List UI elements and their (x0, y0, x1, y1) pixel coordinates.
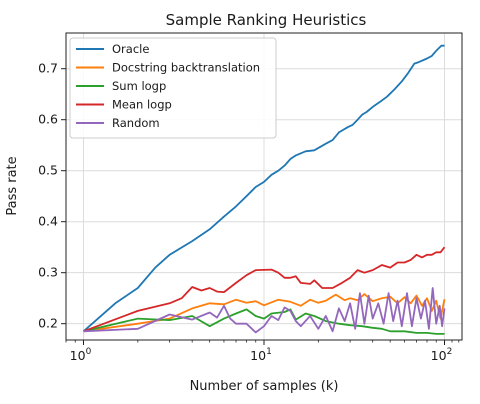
chart-title: Sample Ranking Heuristics (166, 11, 367, 29)
series-line-mean-logp (83, 246, 446, 333)
legend-label-mean-logp: Mean logp (112, 98, 172, 112)
x-tick-label: 100 (70, 347, 92, 363)
y-tick-label: 0.5 (38, 163, 58, 178)
y-tick-label: 0.2 (38, 316, 58, 331)
series-line-random (83, 287, 446, 334)
x-tick-label: 101 (250, 347, 272, 363)
legend-label-sum-logp: Sum logp (112, 79, 166, 93)
y-axis-ticks: 0.2 0.3 0.4 0.5 0.6 0.7 (38, 61, 66, 331)
y-tick-label: 0.7 (38, 61, 58, 76)
series-lines (82, 44, 446, 335)
y-tick-label: 0.3 (38, 265, 58, 280)
legend: Oracle Docstring backtranslation Sum logp M… (69, 37, 277, 139)
legend-box (69, 37, 277, 139)
series-line-sum-logp (83, 308, 445, 335)
series-line-oracle (82, 44, 445, 332)
y-tick-label: 0.6 (38, 112, 58, 127)
x-axis-label: Number of samples (k) (190, 379, 339, 394)
y-axis-label: Pass rate (5, 156, 20, 215)
x-axis-ticks: 100 101 102 (65, 340, 460, 363)
x-tick-label: 102 (431, 347, 453, 363)
y-tick-label: 0.4 (38, 214, 58, 229)
legend-label-oracle: Oracle (112, 42, 149, 56)
legend-label-docstring-backtranslation: Docstring backtranslation (112, 61, 260, 75)
series-line-docstring-backtranslation (83, 293, 446, 333)
legend-label-random: Random (112, 116, 160, 130)
